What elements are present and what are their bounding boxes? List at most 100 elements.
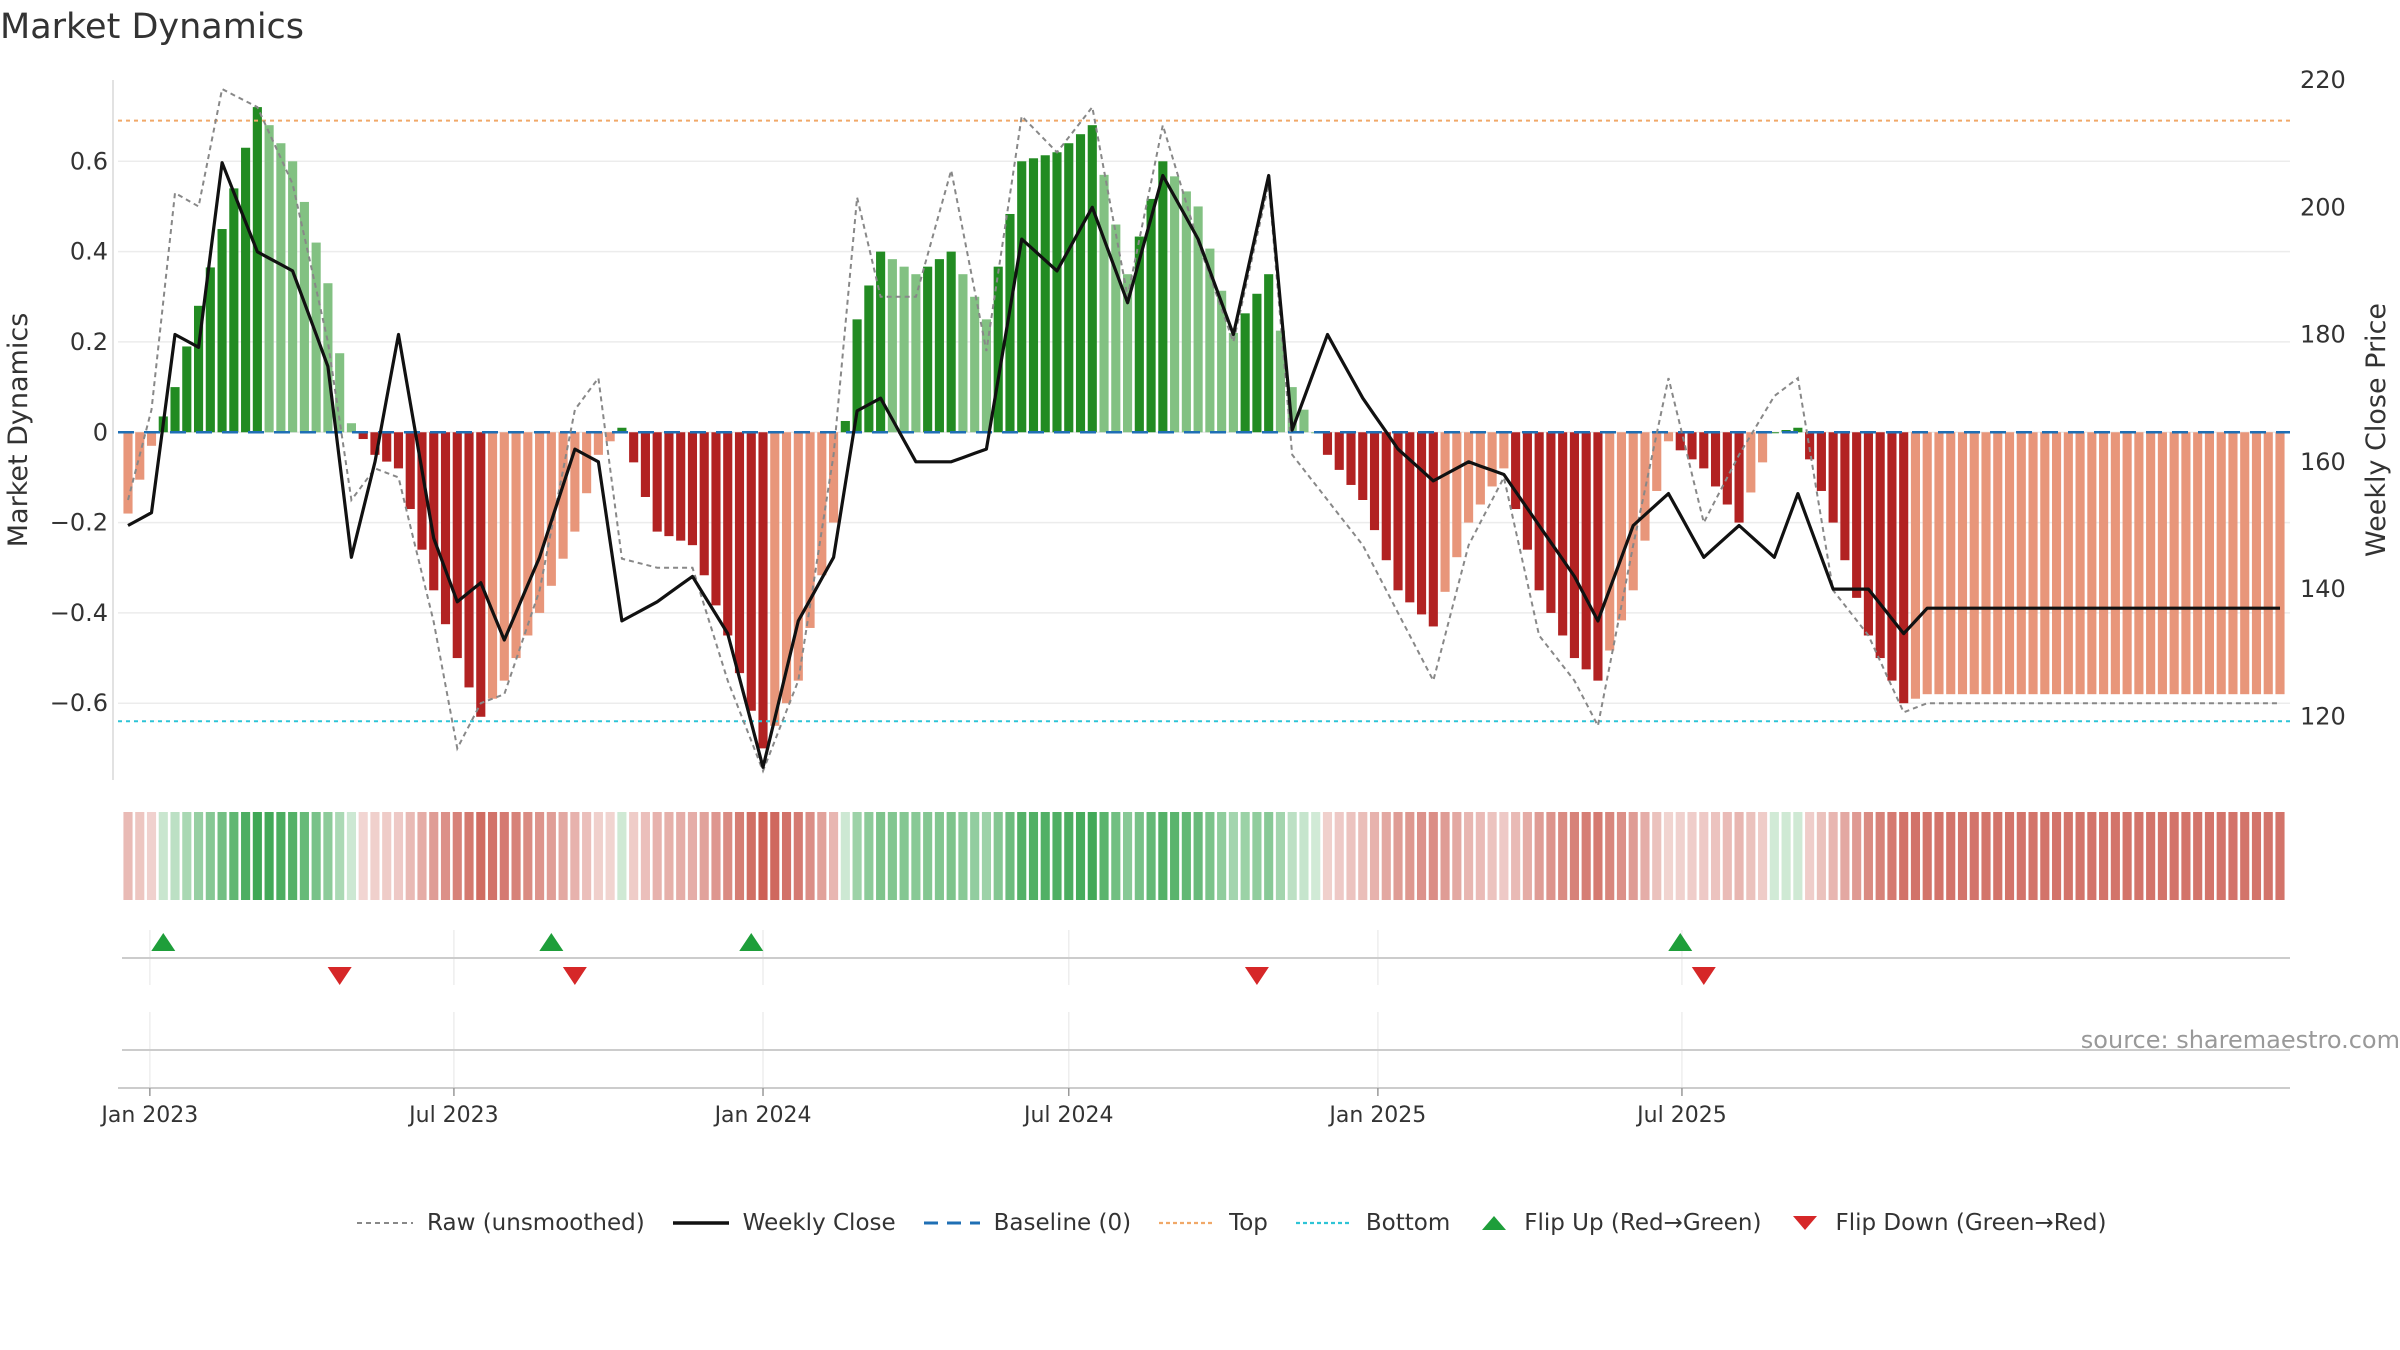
bar	[734, 432, 745, 674]
bar	[1358, 432, 1368, 500]
heat-cell	[1369, 812, 1380, 900]
bar	[429, 432, 439, 591]
bar	[1452, 432, 1462, 558]
bar	[1581, 432, 1591, 670]
reference-levels	[118, 119, 2290, 723]
heat-cell	[676, 812, 686, 900]
bar	[864, 285, 874, 433]
bar	[217, 229, 227, 433]
heat-cell	[1275, 812, 1285, 900]
heat-cell	[1123, 812, 1133, 900]
heat-cell	[734, 812, 745, 900]
heat-cell	[1511, 812, 1521, 900]
legend-symbol	[1482, 1216, 1507, 1230]
heat-cell	[1193, 812, 1203, 900]
bar	[1628, 432, 1638, 591]
heat-cell	[2157, 812, 2167, 900]
bar	[582, 432, 592, 494]
bar	[393, 432, 404, 469]
bar	[1464, 432, 1474, 523]
heat-cell	[817, 812, 827, 900]
heat-cell	[452, 812, 462, 900]
bar	[1217, 290, 1227, 433]
bar	[1005, 213, 1015, 433]
heat-cell	[1475, 812, 1485, 900]
bar	[452, 432, 462, 659]
bar	[2087, 432, 2097, 695]
bar	[617, 427, 627, 433]
bar	[1346, 432, 1356, 485]
bar	[1875, 432, 1885, 659]
flip-down-marker	[327, 967, 352, 985]
legend: Raw (unsmoothed) Weekly Close Baseline (0)…	[355, 1210, 2132, 1236]
heat-cell	[2251, 812, 2262, 900]
heat-cell	[570, 812, 580, 900]
bar	[1922, 432, 1932, 695]
heat-cell	[1758, 812, 1768, 900]
heat-cell	[429, 812, 439, 900]
x-tick-label: Jan 2023	[99, 1103, 198, 1128]
heat-cell	[558, 812, 568, 900]
bar	[229, 188, 239, 433]
bar	[476, 432, 486, 717]
bar	[1334, 432, 1344, 470]
heat-cell	[993, 812, 1003, 900]
heat-cell	[135, 812, 145, 900]
bar	[640, 432, 650, 497]
legend-symbol	[357, 1222, 413, 1224]
flip-down-marker	[1691, 967, 1716, 985]
bar	[2028, 432, 2038, 695]
heat-cell	[546, 812, 556, 900]
bar	[570, 432, 580, 532]
heat-cell	[2134, 812, 2144, 900]
bar	[1287, 387, 1297, 433]
bar	[558, 432, 568, 559]
bar	[2040, 432, 2050, 695]
y-tick-right: 140	[2300, 575, 2346, 603]
y-axis-right: 220 200 180 160 140 120	[2300, 66, 2346, 730]
heat-cell	[711, 812, 721, 900]
y-axis-left: 0.6 0.4 0.2 0 −0.2 −0.4 −0.6	[50, 147, 108, 717]
heat-cell	[2016, 812, 2026, 900]
bar	[276, 143, 286, 433]
x-tick-label: Jul 2025	[1635, 1103, 1727, 1128]
bar	[2169, 432, 2179, 695]
bar	[1134, 236, 1144, 433]
heat-cell	[687, 812, 698, 900]
bar	[1710, 432, 1721, 487]
heat-cell	[723, 812, 733, 900]
bar	[2275, 432, 2285, 695]
bar	[2122, 432, 2132, 695]
bar	[923, 266, 933, 433]
heat-cell	[499, 812, 509, 900]
heat-cell	[1346, 812, 1356, 900]
heat-cell	[1675, 812, 1685, 900]
bar	[1569, 432, 1579, 659]
bar	[911, 274, 921, 433]
lines	[127, 87, 2280, 774]
heat-cell	[1052, 812, 1062, 900]
heat-cell	[1158, 812, 1168, 900]
bar	[382, 432, 392, 462]
heat-cell	[1852, 812, 1862, 900]
heat-cell	[358, 812, 368, 900]
bar	[1793, 427, 1803, 433]
heat-cell	[1899, 812, 1909, 900]
bar	[1322, 432, 1333, 455]
y-tick-left: −0.2	[50, 509, 108, 537]
bar	[2004, 432, 2015, 695]
heat-cell	[311, 812, 321, 900]
bar	[1534, 432, 1544, 591]
bars	[123, 107, 2285, 749]
bar	[652, 432, 662, 532]
bar	[1640, 432, 1650, 541]
heat-cell	[1393, 812, 1403, 900]
heat-cell	[1828, 812, 1838, 900]
heat-cell	[2275, 812, 2285, 900]
heat-cell	[1287, 812, 1297, 900]
heat-cell	[911, 812, 921, 900]
bar	[1758, 432, 1768, 463]
legend-item: Raw (unsmoothed)	[355, 1210, 645, 1236]
bar	[723, 432, 733, 636]
heat-cell	[440, 812, 451, 900]
